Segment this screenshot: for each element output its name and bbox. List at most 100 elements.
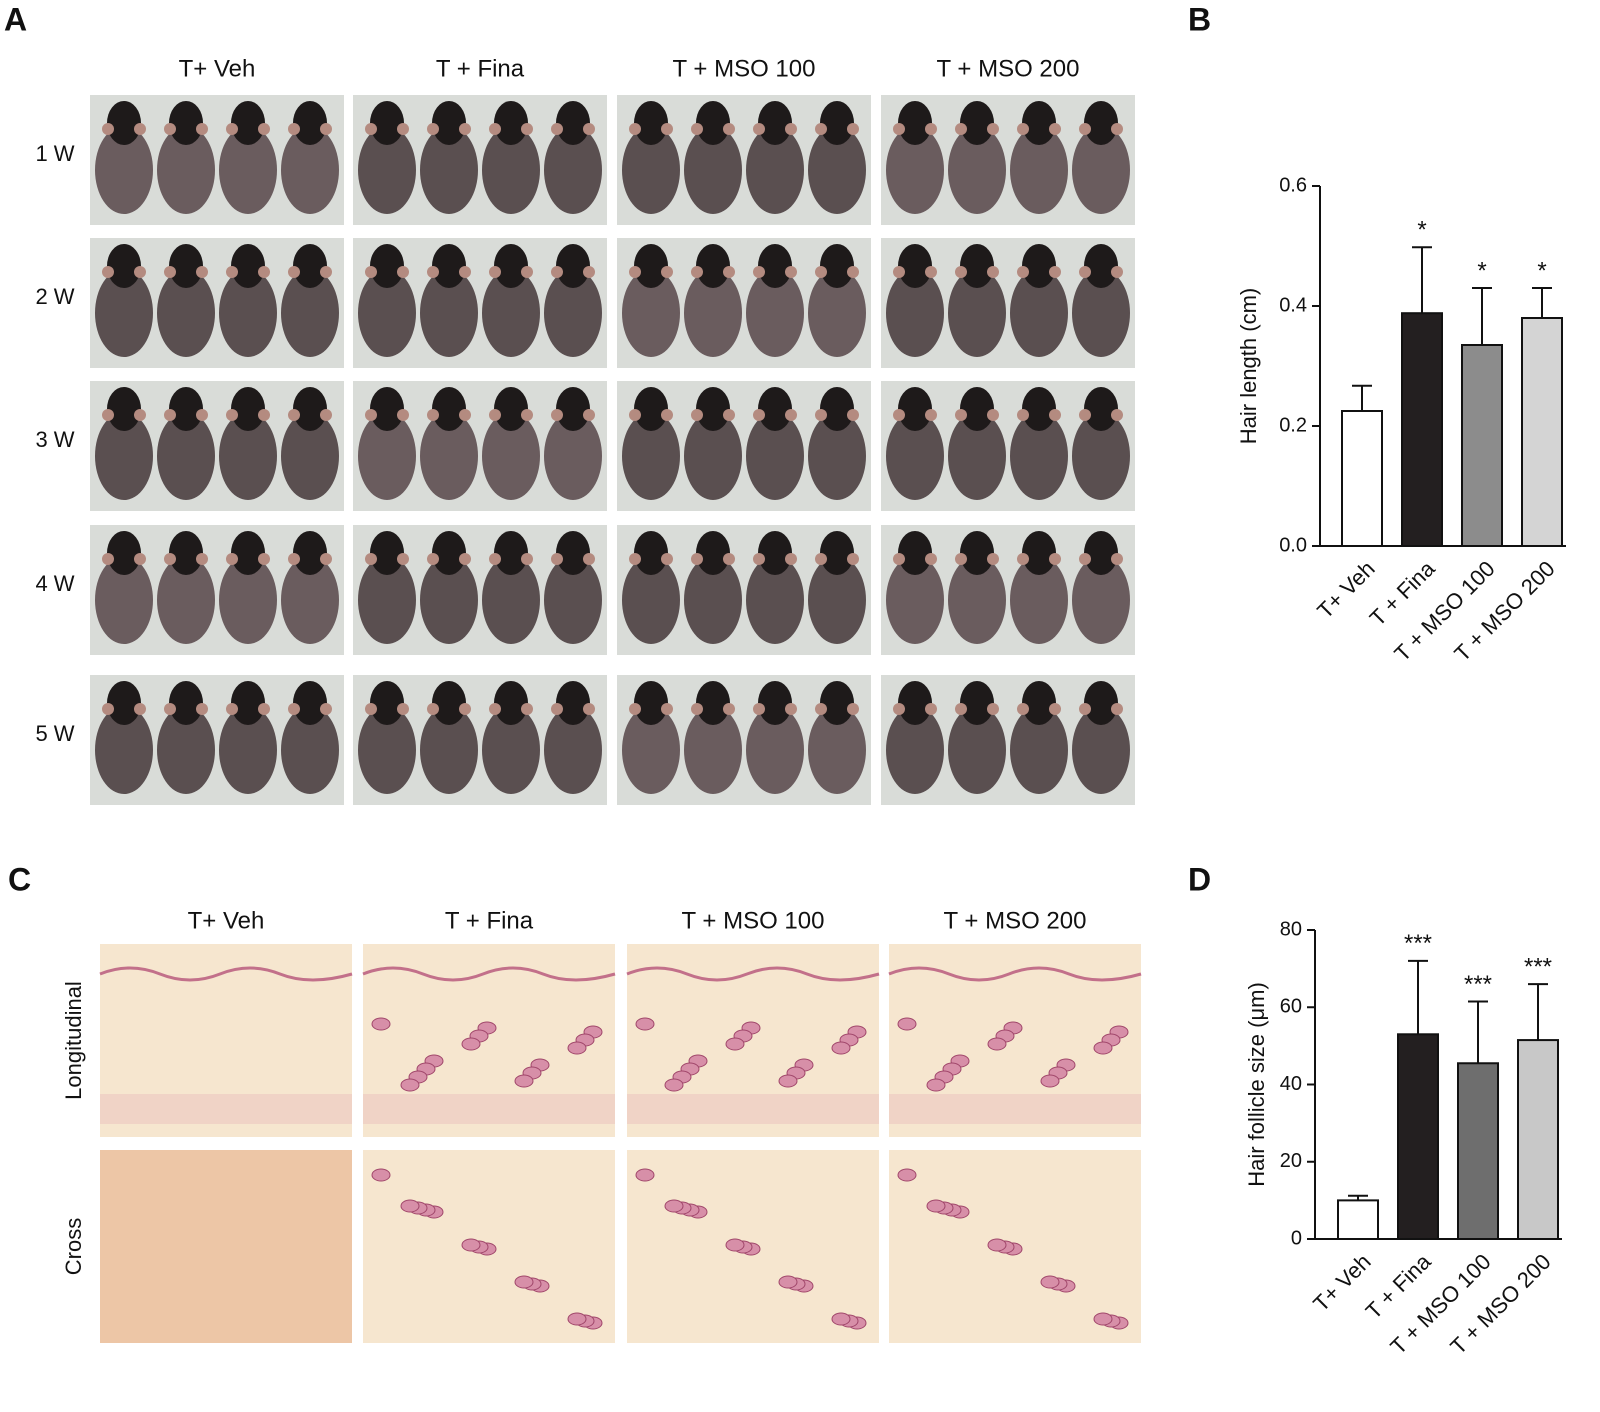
follicle — [371, 1017, 391, 1031]
mouse-body — [1010, 269, 1068, 357]
mouse-ear — [925, 123, 937, 135]
mouse-ear — [661, 409, 673, 421]
mouse-ear — [226, 703, 238, 715]
mouse-ear — [288, 553, 300, 565]
mouse-body — [1010, 412, 1068, 500]
column-header: T + MSO 100 — [682, 907, 825, 934]
mouse-ear — [551, 123, 563, 135]
follicle — [1040, 1074, 1060, 1088]
mouse-body — [95, 556, 153, 644]
mouse-head — [1084, 387, 1118, 431]
significance-label: * — [1477, 257, 1486, 284]
mouse-head — [231, 681, 265, 725]
mouse-ear — [489, 703, 501, 715]
column-header: T + MSO 200 — [937, 55, 1080, 82]
mouse-ear — [196, 123, 208, 135]
mouse-ear — [397, 266, 409, 278]
muscle-layer — [627, 1094, 879, 1124]
row-label: Cross — [61, 1218, 86, 1275]
follicle — [514, 1275, 534, 1289]
mouse-body — [281, 126, 339, 214]
y-tick-label: 40 — [1280, 1073, 1302, 1095]
mouse-ear — [1049, 703, 1061, 715]
mouse-ear — [691, 266, 703, 278]
mouse-body — [622, 412, 680, 500]
bar — [1521, 317, 1563, 547]
mouse-head — [820, 101, 854, 145]
mouse-ear — [102, 266, 114, 278]
mouse-ear — [427, 409, 439, 421]
mouse-ear — [629, 703, 641, 715]
mouse-body — [420, 126, 478, 214]
column-header: T+ Veh — [188, 907, 265, 934]
mouse-body — [886, 412, 944, 500]
mouse-ear — [258, 123, 270, 135]
mouse-body — [886, 706, 944, 794]
mouse-head — [107, 101, 141, 145]
mouse-head — [556, 101, 590, 145]
follicle — [514, 1074, 534, 1088]
follicle — [461, 1037, 481, 1051]
row-label: 2 W — [35, 284, 74, 309]
mouse-head — [1022, 681, 1056, 725]
mouse-head — [696, 681, 730, 725]
significance-label: *** — [1524, 953, 1552, 980]
mouse-ear — [521, 409, 533, 421]
mouse-ear — [1079, 266, 1091, 278]
row-label: 1 W — [35, 141, 74, 166]
mouse-ear — [102, 409, 114, 421]
mouse-body — [808, 556, 866, 644]
mouse-ear — [815, 123, 827, 135]
mouse-ear — [753, 266, 765, 278]
mouse-head — [820, 531, 854, 575]
mouse-ear — [134, 123, 146, 135]
mouse-head — [370, 531, 404, 575]
panel-letter: A — [4, 1, 27, 37]
mouse-head — [494, 101, 528, 145]
mouse-body — [482, 706, 540, 794]
mouse-ear — [629, 409, 641, 421]
mouse-head — [293, 244, 327, 288]
mouse-body — [1072, 556, 1130, 644]
epidermis — [99, 966, 353, 982]
mouse-body — [157, 706, 215, 794]
mouse-ear — [164, 266, 176, 278]
mouse-ear — [320, 123, 332, 135]
follicle — [635, 1017, 655, 1031]
mouse-ear — [164, 703, 176, 715]
mouse-head — [107, 387, 141, 431]
mouse-body — [358, 412, 416, 500]
mouse-ear — [893, 266, 905, 278]
mouse-ear — [785, 123, 797, 135]
mouse-head — [696, 244, 730, 288]
mouse-ear — [815, 553, 827, 565]
mouse-ear — [925, 409, 937, 421]
column-header: T + MSO 100 — [673, 55, 816, 82]
mouse-ear — [691, 553, 703, 565]
mouse-body — [157, 269, 215, 357]
mouse-ear — [258, 703, 270, 715]
muscle-layer — [363, 1094, 615, 1124]
mouse-ear — [661, 703, 673, 715]
mouse-body — [746, 412, 804, 500]
mouse-body — [219, 126, 277, 214]
mouse-head — [758, 531, 792, 575]
mouse-body — [808, 269, 866, 357]
mouse-ear — [691, 703, 703, 715]
mouse-head — [107, 244, 141, 288]
mouse-ear — [459, 553, 471, 565]
mouse-body — [948, 706, 1006, 794]
mouse-body — [281, 556, 339, 644]
mouse-ear — [987, 553, 999, 565]
significance-label: *** — [1464, 971, 1492, 998]
mouse-ear — [629, 123, 641, 135]
mouse-ear — [521, 123, 533, 135]
mouse-head — [960, 681, 994, 725]
mouse-body — [622, 556, 680, 644]
y-tick-label: 0.6 — [1279, 174, 1307, 196]
mouse-ear — [427, 553, 439, 565]
mouse-head — [169, 101, 203, 145]
mouse-body — [808, 126, 866, 214]
mouse-body — [948, 126, 1006, 214]
mouse-ear — [427, 703, 439, 715]
